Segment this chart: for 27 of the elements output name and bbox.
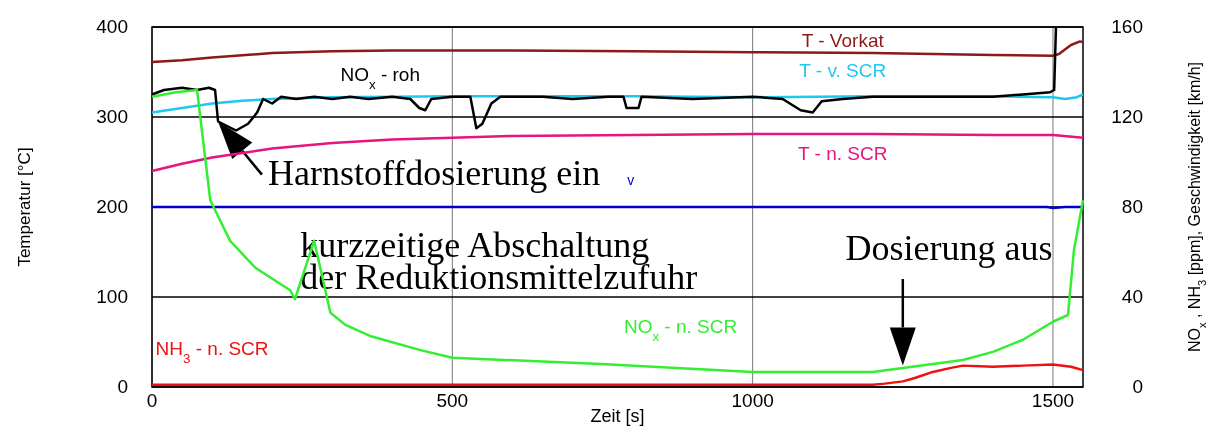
annotation: Harnstoffdosierung ein — [267, 153, 601, 194]
x-tick-label: 0 — [146, 390, 158, 411]
series-label: NH$_{3}$ - n. SCR — [155, 337, 269, 366]
y2-tick-label: 40 — [1121, 286, 1143, 307]
y-tick-label: 400 — [96, 16, 128, 37]
line-series — [150, 88, 1085, 374]
y-tick-label: 300 — [96, 106, 128, 127]
y2-tick-label: 80 — [1121, 196, 1143, 217]
y-tick-label: 200 — [96, 196, 128, 217]
y2-tick-label: 0 — [1132, 376, 1143, 397]
series-label: NO$_{x}$ - roh — [340, 64, 420, 92]
x-axis-title: Zeit [s] — [590, 406, 645, 426]
annotation: Dosierung aus — [845, 228, 1053, 269]
series-label: T - v. SCR — [799, 60, 887, 82]
y2-tick-label: 120 — [1111, 106, 1143, 127]
x-tick-label: 1000 — [731, 390, 774, 411]
y-tick-label: 0 — [117, 376, 128, 397]
series-label: T - n. SCR — [798, 143, 888, 165]
series-label: T - Vorkat — [801, 29, 885, 51]
line-series — [150, 363, 1085, 386]
y2-tick-label: 160 — [1111, 16, 1143, 37]
x-tick-label: 500 — [436, 390, 469, 411]
series-label: v — [627, 172, 635, 189]
y-axis-title: Temperatur [°C] — [15, 147, 34, 267]
series-label: NO$_{x}$ - n. SCR — [623, 316, 738, 344]
y-tick-label: 100 — [96, 286, 128, 307]
x-tick-label: 1500 — [1031, 390, 1075, 411]
